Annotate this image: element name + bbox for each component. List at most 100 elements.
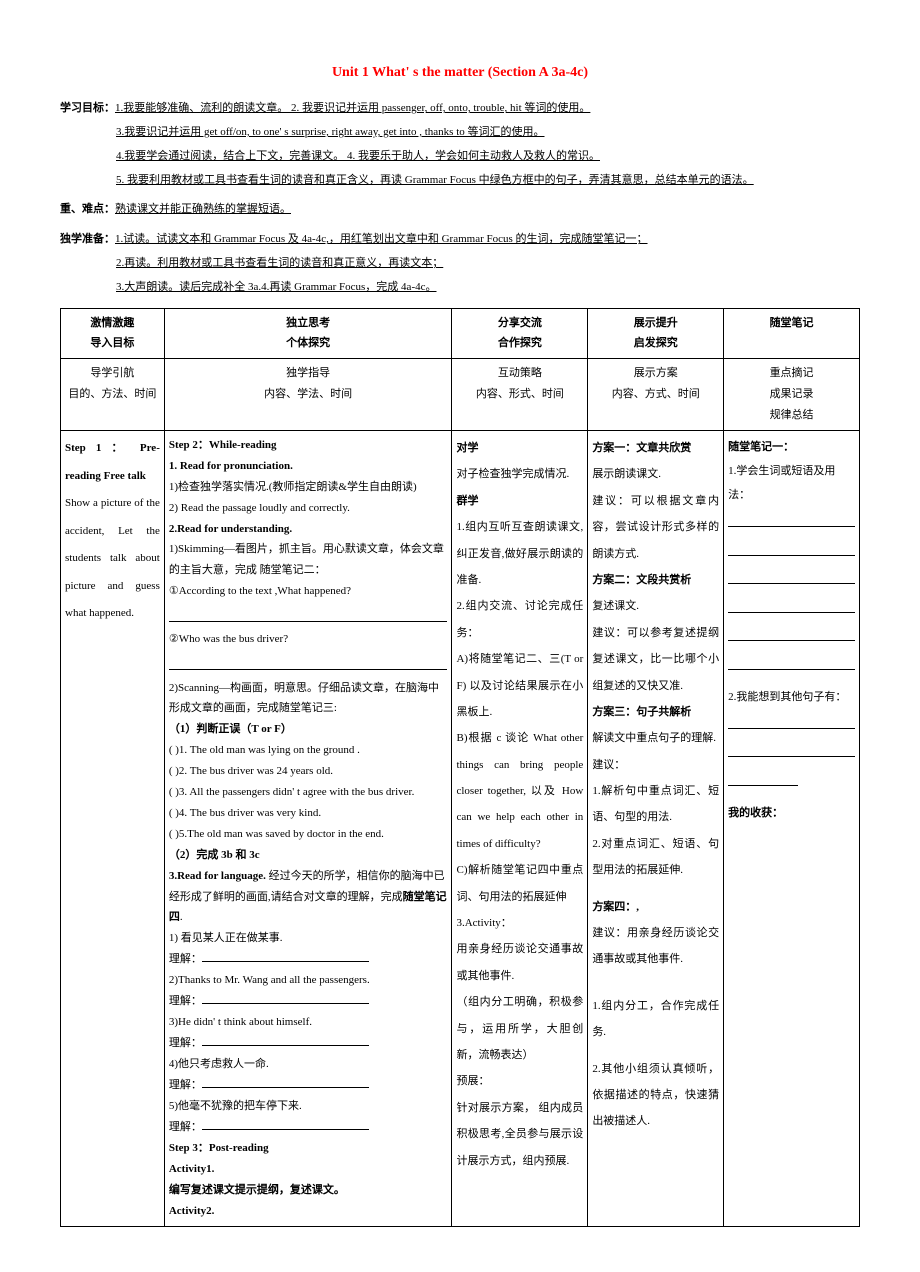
tf3: ( )3. All the passengers didn' t agree w… — [169, 782, 448, 803]
goal-5: 5. 我要利用教材或工具书查看生词的读音和真正含义，再读 Grammar Foc… — [116, 171, 860, 191]
gain: 我的收获： — [728, 801, 855, 825]
plan-1b: 建议：可以根据文章内容，尝试设计形式多样的朗读方式. — [592, 488, 719, 567]
lesson-table: 激情激趣导入目标 独立思考个体探究 分享交流合作探究 展示提升启发探究 随堂笔记… — [60, 308, 860, 1227]
tf4: ( )4. The bus driver was very kind. — [169, 803, 448, 824]
pron-1: 1)检查独学落实情况.(教师指定朗读&学生自由朗读) — [169, 477, 448, 498]
step2-title: Step 2：While-reading — [169, 435, 448, 456]
pron-2: 2) Read the passage loudly and correctly… — [169, 498, 448, 519]
table-subheader-row: 导学引航目的、方法、时间 独学指导内容、学法、时间 互动策略内容、形式、时间 展… — [61, 359, 860, 431]
table-header-row: 激情激趣导入目标 独立思考个体探究 分享交流合作探究 展示提升启发探究 随堂笔记 — [61, 308, 860, 359]
plan-4a: 建议：用亲身经历谈论交通事故或其他事件. — [592, 920, 719, 973]
prep-1: 1.试读。试读文本和 Grammar Focus 及 4a-4c,，用红笔划出文… — [115, 230, 860, 250]
subheader-2: 独学指导内容、学法、时间 — [164, 359, 452, 431]
preparation: 独学准备： 1.试读。试读文本和 Grammar Focus 及 4a-4c,，… — [60, 230, 860, 297]
step3-title: Step 3：Post-reading — [169, 1138, 448, 1159]
ex3: 理解： — [169, 1033, 448, 1054]
plan-2a: 复述课文. — [592, 593, 719, 619]
activity1-body: 编写复述课文提示提纲，复述课文。 — [169, 1180, 448, 1201]
ex2: 理解： — [169, 991, 448, 1012]
plan-3d: 2.对重点词汇、短语、句型用法的拓展延伸. — [592, 831, 719, 884]
plan-1a: 展示朗读课文. — [592, 461, 719, 487]
col-2-body: Step 2：While-reading 1. Read for pronunc… — [164, 431, 452, 1227]
note-1: 随堂笔记一： — [728, 435, 855, 459]
group-3: 3.Activity： — [456, 910, 583, 936]
pre-title: 预展： — [456, 1068, 583, 1094]
ex4: 理解： — [169, 1075, 448, 1096]
key-points: 重、难点： 熟读课文并能正确熟练的掌握短语。 — [60, 200, 860, 220]
l1: 1) 看见某人正在做某事. — [169, 928, 448, 949]
step1-title: Step 1 ： Pre-reading Free talk — [65, 435, 160, 490]
group-1: 1.组内互听互查朗读课文,纠正发音,做好展示朗读的准备. — [456, 514, 583, 593]
plan-3c: 1.解析句中重点词汇、短语、句型的用法. — [592, 778, 719, 831]
goal-1: 1.我要能够准确、流利的朗读文章。 2. 我要识记并运用 passenger, … — [115, 99, 860, 119]
plan-1: 方案一：文章共欣赏 — [592, 435, 719, 461]
header-3: 分享交流合作探究 — [452, 308, 588, 359]
l5: 5)他毫不犹豫的把车停下来. — [169, 1096, 448, 1117]
ex1: 理解： — [169, 949, 448, 970]
subheader-1: 导学引航目的、方法、时间 — [61, 359, 165, 431]
tf5: ( )5.The old man was saved by doctor in … — [169, 824, 448, 845]
note-blank-5 — [728, 626, 855, 641]
pair-body: 对子检查独学完成情况. — [456, 461, 583, 487]
plan-3a: 解读文中重点句子的理解. — [592, 725, 719, 751]
table-body-row: Step 1 ： Pre-reading Free talk Show a pi… — [61, 431, 860, 1227]
note-blank-6 — [728, 654, 855, 669]
note-blank-2 — [728, 540, 855, 555]
group-2: 2.组内交流、讨论完成任务： — [456, 593, 583, 646]
header-4: 展示提升启发探究 — [588, 308, 724, 359]
goal-3: 3.我要识记并运用 get off/on, to one' s surprise… — [116, 123, 860, 143]
l3: 3)He didn' t think about himself. — [169, 1012, 448, 1033]
goals-label: 学习目标： — [60, 99, 115, 119]
note-blank-9 — [728, 770, 798, 785]
goal-4: 4.我要学会通过阅读，结合上下文，完善课文。 4. 我要乐于助人，学会如何主动救… — [116, 147, 860, 167]
l4: 4)他只考虑救人一命. — [169, 1054, 448, 1075]
read-pron: 1. Read for pronunciation. — [169, 456, 448, 477]
group-b: B)根据 c 谈论 What other things can bring pe… — [456, 725, 583, 857]
group-a: A)将随堂笔记二、三(T or F) 以及讨论结果展示在小黑板上. — [456, 646, 583, 725]
subheader-5: 重点摘记成果记录规律总结 — [724, 359, 860, 431]
read-understand: 2.Read for understanding. — [169, 519, 448, 540]
group-c: C)解析随堂笔记四中重点词、句用法的拓展延伸 — [456, 857, 583, 910]
subheader-3: 互动策略内容、形式、时间 — [452, 359, 588, 431]
plan-4: 方案四：, — [592, 894, 719, 920]
header-1: 激情激趣导入目标 — [61, 308, 165, 359]
q2: ②Who was the bus driver? — [169, 629, 448, 650]
group-title: 群学 — [456, 488, 583, 514]
learning-goals: 学习目标： 1.我要能够准确、流利的朗读文章。 2. 我要识记并运用 passe… — [60, 99, 860, 190]
scan: 2)Scanning—构画面，明意思。仔细品读文章，在脑海中形成文章的画面，完成… — [169, 678, 448, 720]
col-5-body: 随堂笔记一： 1.学会生词或短语及用法： 2.我能想到其他句子有： 我的收获： — [724, 431, 860, 1227]
pre-body: 针对展示方案， 组内成员积极思考,全员参与展示设计展示方式，组内预展. — [456, 1095, 583, 1174]
plan-4c: 2.其他小组须认真倾听，依据描述的特点，快速猜出被描述人. — [592, 1056, 719, 1135]
note-blank-1 — [728, 512, 855, 527]
group-3a: 用亲身经历谈论交通事故或其他事件. — [456, 936, 583, 989]
blank-2 — [169, 654, 448, 669]
skim: 1)Skimming—看图片，抓主旨。用心默读文章，体会文章的主旨大意，完成 随… — [169, 539, 448, 581]
plan-3b: 建议： — [592, 752, 719, 778]
read-lang: 3.Read for language. 3.Read for language… — [169, 866, 448, 929]
activity2: Activity2. — [169, 1201, 448, 1222]
note-2: 2.我能想到其他句子有： — [728, 685, 855, 709]
note-1a: 1.学会生词或短语及用法： — [728, 459, 855, 507]
plan-2: 方案二：文段共赏析 — [592, 567, 719, 593]
prep-3: 3.大声朗读。读后完成补全 3a.4.再读 Grammar Focus，完成 4… — [116, 278, 860, 298]
note-blank-3 — [728, 569, 855, 584]
tf1: ( )1. The old man was lying on the groun… — [169, 740, 448, 761]
plan-2b: 建议：可以参考复述提纲复述课文，比一比哪个小组复述的又快又准. — [592, 620, 719, 699]
plan-3: 方案三：句子共解析 — [592, 699, 719, 725]
ex5: 理解： — [169, 1117, 448, 1138]
tf-title: （1）判断正误（T or F） — [169, 719, 448, 740]
step1-body: Show a picture of the accident, Let the … — [65, 490, 160, 628]
col-4-body: 方案一：文章共欣赏 展示朗读课文. 建议：可以根据文章内容，尝试设计形式多样的朗… — [588, 431, 724, 1227]
header-5: 随堂笔记 — [724, 308, 860, 359]
group-3b: （组内分工明确，积极参与，运用所学，大胆创新，流畅表达） — [456, 989, 583, 1068]
tf2: ( )2. The bus driver was 24 years old. — [169, 761, 448, 782]
note-blank-8 — [728, 742, 855, 757]
col-1-body: Step 1 ： Pre-reading Free talk Show a pi… — [61, 431, 165, 1227]
header-2: 独立思考个体探究 — [164, 308, 452, 359]
l2: 2)Thanks to Mr. Wang and all the passeng… — [169, 970, 448, 991]
plan-4b: 1.组内分工，合作完成任务. — [592, 993, 719, 1046]
page-title: Unit 1 What' s the matter (Section A 3a-… — [60, 60, 860, 85]
subheader-4: 展示方案内容、方式、时间 — [588, 359, 724, 431]
note-blank-4 — [728, 597, 855, 612]
q1: ①According to the text ,What happened? — [169, 581, 448, 602]
